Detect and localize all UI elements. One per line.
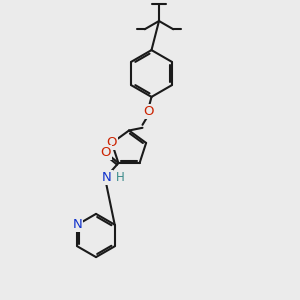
Text: O: O bbox=[106, 136, 117, 149]
Text: H: H bbox=[116, 171, 124, 184]
Text: O: O bbox=[143, 105, 154, 118]
Text: N: N bbox=[102, 171, 112, 184]
Text: N: N bbox=[72, 218, 82, 231]
Text: O: O bbox=[100, 146, 111, 159]
